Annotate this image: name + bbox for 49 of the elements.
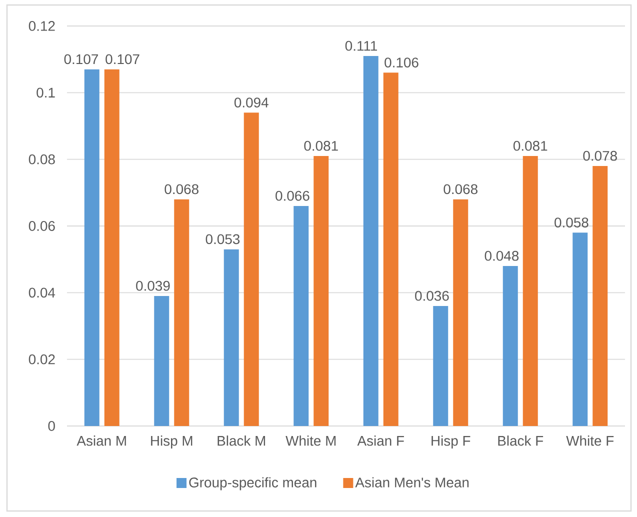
bar <box>433 306 448 426</box>
x-tick-label: White M <box>286 436 336 446</box>
data-label: 0.036 <box>415 290 449 301</box>
bar <box>522 156 538 426</box>
data-label: 0.107 <box>106 54 140 64</box>
bar <box>363 56 378 426</box>
legend-label: Group-specific mean <box>189 477 316 490</box>
x-tick-label: White F <box>566 436 614 446</box>
data-label: 0.053 <box>206 234 240 244</box>
data-label: 0.068 <box>444 184 478 194</box>
y-tick-label: 0.08 <box>28 154 55 164</box>
y-tick-label: 0.1 <box>36 88 55 98</box>
y-tick-label: 0.02 <box>28 354 55 364</box>
y-tick-label: 0.06 <box>28 221 55 231</box>
data-label: 0.107 <box>64 54 98 64</box>
data-label: 0.039 <box>136 280 170 291</box>
y-tick-label: 0.12 <box>28 21 55 31</box>
data-label: 0.081 <box>513 140 548 151</box>
data-label: 0.068 <box>164 184 198 194</box>
bar <box>154 296 170 426</box>
data-label: 0.081 <box>304 140 338 151</box>
bar <box>294 206 309 426</box>
bar <box>383 72 398 426</box>
data-label: 0.106 <box>384 58 418 68</box>
y-tick-label: 0.04 <box>28 288 56 298</box>
y-tick-label: 0 <box>48 421 55 431</box>
data-label: 0.094 <box>234 98 268 108</box>
bar <box>244 112 259 426</box>
data-label: 0.048 <box>484 250 519 261</box>
x-tick-label: Black F <box>498 436 544 446</box>
bar <box>592 166 608 426</box>
bar <box>453 199 468 426</box>
bar <box>84 69 100 426</box>
legend-label: Asian Men's Mean <box>355 477 469 488</box>
bar <box>502 266 518 426</box>
bar <box>572 232 588 426</box>
x-tick-label: Asian F <box>357 436 404 446</box>
data-label: 0.066 <box>276 190 310 201</box>
bar <box>314 156 329 426</box>
bar <box>224 249 239 426</box>
data-label: 0.111 <box>345 40 377 51</box>
x-tick-label: Hisp F <box>432 436 470 449</box>
bar <box>174 199 190 426</box>
x-tick-label: Black M <box>218 436 266 446</box>
x-tick-label: Hisp M <box>151 436 192 449</box>
data-label: 0.078 <box>583 150 617 161</box>
x-tick-label: Asian M <box>76 436 126 446</box>
bar <box>104 69 120 426</box>
data-label: 0.058 <box>554 218 588 228</box>
